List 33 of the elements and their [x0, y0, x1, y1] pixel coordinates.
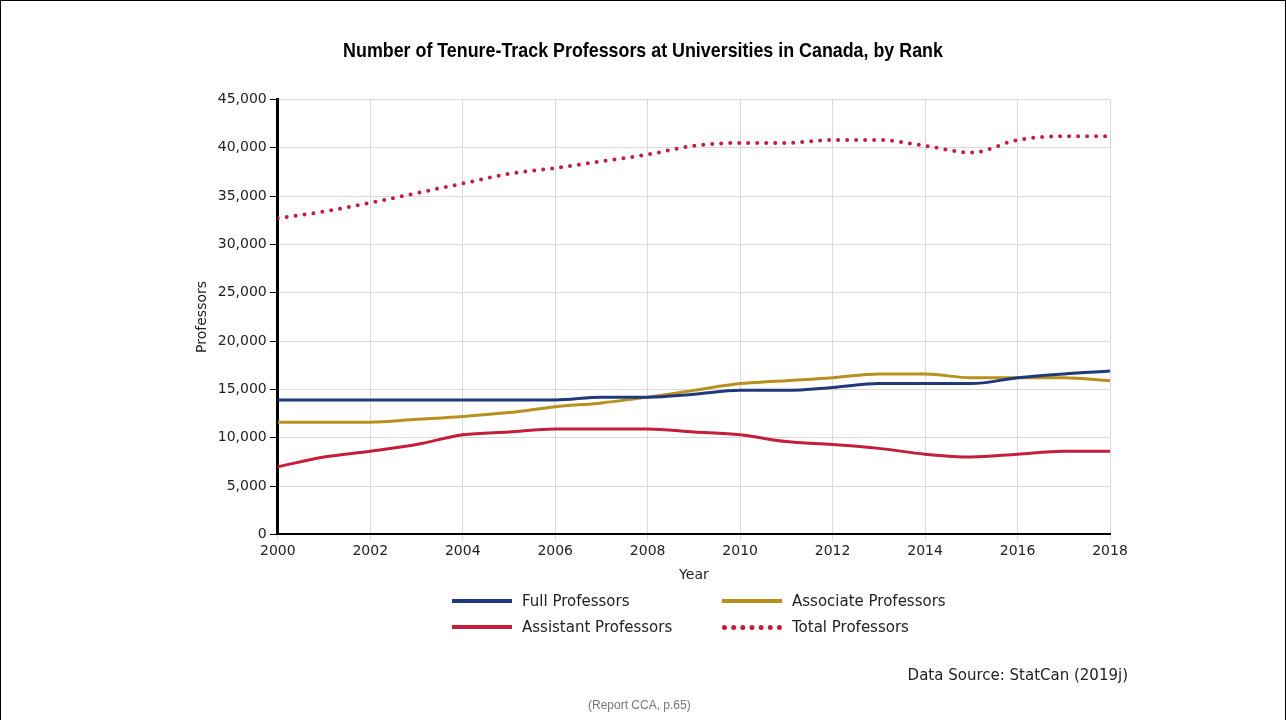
y-tick-label: 35,000	[217, 186, 267, 203]
x-tick-label: 2012	[814, 542, 851, 559]
x-tick-label: 2018	[1092, 542, 1128, 559]
source-note: Data Source: StatCan (2019j)	[907, 666, 1128, 684]
y-tick-label: 0	[257, 525, 267, 542]
y-tick-label: 10,000	[217, 428, 267, 445]
y-tick-label: 30,000	[217, 235, 267, 252]
x-tick-label: 2000	[259, 542, 296, 559]
x-axis-title: Year	[678, 566, 709, 583]
y-tick-label: 20,000	[217, 331, 267, 348]
y-tick-label: 40,000	[217, 138, 267, 155]
y-tick-label: 15,000	[217, 380, 267, 397]
y-tick-label: 25,000	[217, 283, 267, 300]
legend-label: Total Professors	[792, 618, 909, 636]
legend-label: Associate Professors	[792, 592, 946, 610]
y-tick-label: 45,000	[217, 90, 267, 107]
line-series	[277, 427, 1110, 469]
x-tick-label: 2006	[537, 542, 574, 559]
x-tick-label: 2010	[722, 542, 758, 559]
line-series	[277, 369, 1110, 402]
x-tick-label: 2004	[444, 542, 481, 559]
legend-label: Assistant Professors	[522, 618, 673, 636]
y-axis-title: Professors	[193, 280, 210, 353]
x-tick-label: 2014	[907, 542, 943, 559]
y-tick-label: 5,000	[226, 476, 267, 493]
x-tick-label: 2002	[352, 542, 389, 559]
legend-label: Full Professors	[522, 592, 630, 610]
line-series	[277, 372, 1110, 424]
chart-title: Number of Tenure-Track Professors at Universities in Canada, by Rank	[342, 38, 944, 62]
text: (Report CCA, p.65)	[588, 698, 691, 712]
x-tick-label: 2016	[999, 542, 1036, 559]
x-tick-label: 2008	[629, 542, 666, 559]
line-series	[277, 134, 1110, 221]
